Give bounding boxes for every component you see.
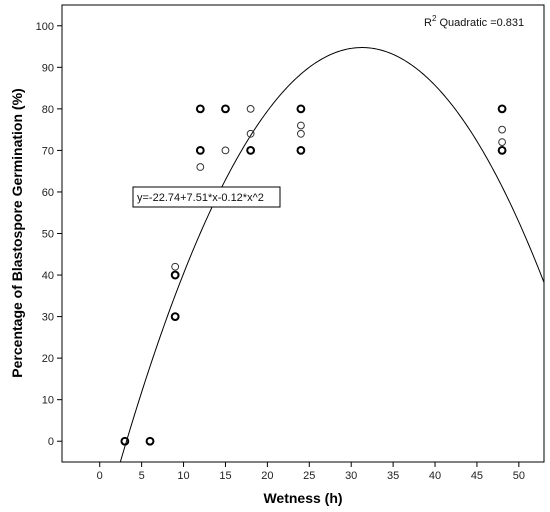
x-tick-label: 15 <box>219 470 231 482</box>
equation-box: y=-22.74+7.51*x-0.12*x^2 <box>132 186 281 208</box>
x-tick-label: 25 <box>303 470 315 482</box>
y-tick-label: 30 <box>42 312 54 324</box>
y-tick-label: 50 <box>42 229 54 241</box>
data-point <box>170 312 180 321</box>
x-tick-label: 0 <box>97 470 103 482</box>
data-point <box>171 262 180 271</box>
y-tick-label: 70 <box>42 145 54 157</box>
axis-ticks: 0 5 10 15 20 25 30 35 40 45 50 0 10 20 30 40 50 60 70 80 90 1… <box>36 21 525 482</box>
data-point <box>195 146 205 155</box>
data-point <box>297 121 305 130</box>
data-point <box>497 146 507 155</box>
y-axis-title: Percentage of Blastospore Germination (%… <box>9 88 25 377</box>
x-tick-label: 35 <box>387 470 399 482</box>
equation-label: y=-22.74+7.51*x-0.12*x^2 <box>137 192 264 204</box>
x-axis-title: Wetness (h) <box>263 490 342 506</box>
y-tick-label: 90 <box>42 62 54 74</box>
y-tick-label: 20 <box>42 353 54 365</box>
data-point <box>196 163 205 171</box>
y-tick-label: 100 <box>36 21 54 33</box>
x-tick-label: 50 <box>513 470 525 482</box>
data-point <box>170 270 180 280</box>
data-point <box>246 146 256 155</box>
y-tick-label: 60 <box>42 187 54 199</box>
data-point <box>246 129 255 138</box>
x-tick-label: 30 <box>345 470 357 482</box>
quadratic-fit-curve <box>119 47 544 462</box>
y-tick-label: 80 <box>42 104 54 116</box>
data-points <box>120 104 507 446</box>
data-point <box>221 104 230 114</box>
x-tick-label: 5 <box>139 470 145 482</box>
y-tick-label: 10 <box>42 395 54 407</box>
x-tick-label: 45 <box>471 470 483 482</box>
data-point <box>221 146 230 155</box>
data-point <box>120 436 130 446</box>
r2-annotation: R2 Quadratic =0.831 <box>424 14 524 29</box>
y-tick-label: 40 <box>42 270 54 282</box>
data-point <box>246 104 255 113</box>
data-point <box>498 125 506 134</box>
x-tick-label: 20 <box>261 470 273 482</box>
plot-frame <box>61 4 545 463</box>
x-tick-label: 40 <box>429 470 441 482</box>
x-tick-label: 10 <box>177 470 189 482</box>
data-point <box>297 129 305 138</box>
data-point <box>296 146 306 155</box>
data-point <box>145 436 155 446</box>
data-point <box>498 138 506 147</box>
y-tick-label: 0 <box>48 436 54 448</box>
data-point <box>195 104 205 114</box>
data-point <box>497 104 507 114</box>
data-point <box>296 104 306 114</box>
